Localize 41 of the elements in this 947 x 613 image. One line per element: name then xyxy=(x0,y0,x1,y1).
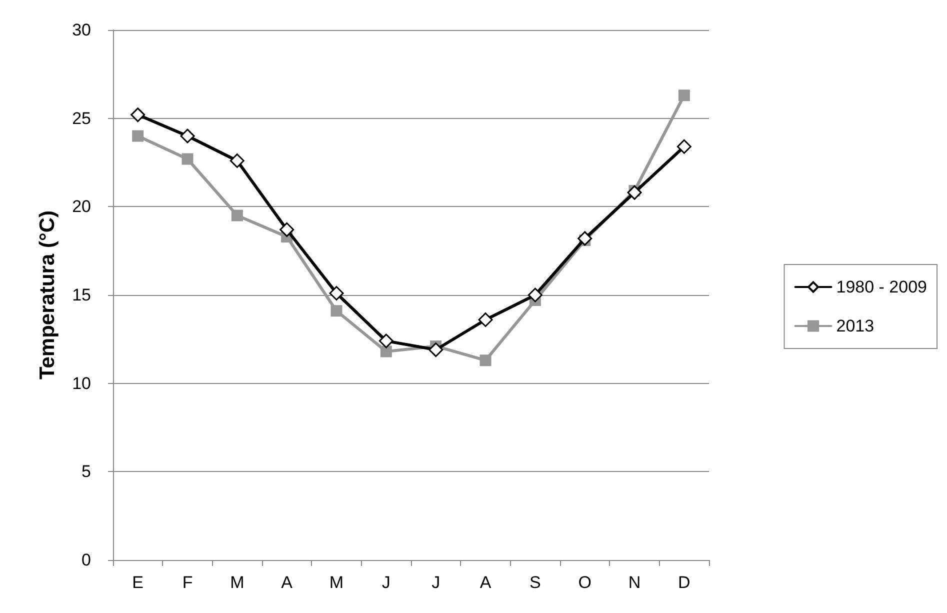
point xyxy=(378,334,394,348)
point xyxy=(329,286,344,300)
x-tick-label: J xyxy=(432,573,440,592)
point xyxy=(480,354,492,366)
legend-label: 1980 - 2009 xyxy=(836,278,928,296)
point xyxy=(578,231,592,246)
point xyxy=(380,346,392,358)
point xyxy=(478,312,493,327)
point xyxy=(230,153,244,168)
point xyxy=(676,139,692,154)
point xyxy=(528,288,542,302)
y-tick-label: 0 xyxy=(82,550,91,570)
x-tick-label: A xyxy=(281,573,294,592)
x-tick-label: O xyxy=(578,573,592,592)
y-tick-label: 30 xyxy=(72,20,91,40)
x-tick-label: D xyxy=(678,573,690,592)
point xyxy=(130,108,146,122)
point xyxy=(231,210,243,222)
x-tick-label: M xyxy=(230,573,244,592)
x-tick-label: F xyxy=(182,573,193,592)
point xyxy=(180,128,195,144)
x-tick-label: A xyxy=(480,573,492,592)
y-axis-title: Temperatura (°C) xyxy=(36,210,59,380)
x-tick-label: M xyxy=(329,573,344,592)
x-tick-label: E xyxy=(132,573,144,592)
x-tick-label: J xyxy=(382,573,390,592)
point xyxy=(330,305,342,317)
legend-label: 2013 xyxy=(836,316,874,336)
point xyxy=(280,222,294,237)
point xyxy=(182,153,194,165)
x-tick-label: N xyxy=(628,573,641,592)
point xyxy=(132,130,144,142)
point xyxy=(678,90,690,102)
y-tick-label: 25 xyxy=(72,108,91,128)
y-tick-label: 20 xyxy=(72,197,91,216)
x-tick-label: S xyxy=(529,573,541,592)
y-tick-label: 15 xyxy=(72,286,91,304)
y-tick-label: 10 xyxy=(72,374,91,393)
y-tick-label: 5 xyxy=(82,462,91,482)
point xyxy=(627,185,642,200)
point xyxy=(428,342,444,358)
